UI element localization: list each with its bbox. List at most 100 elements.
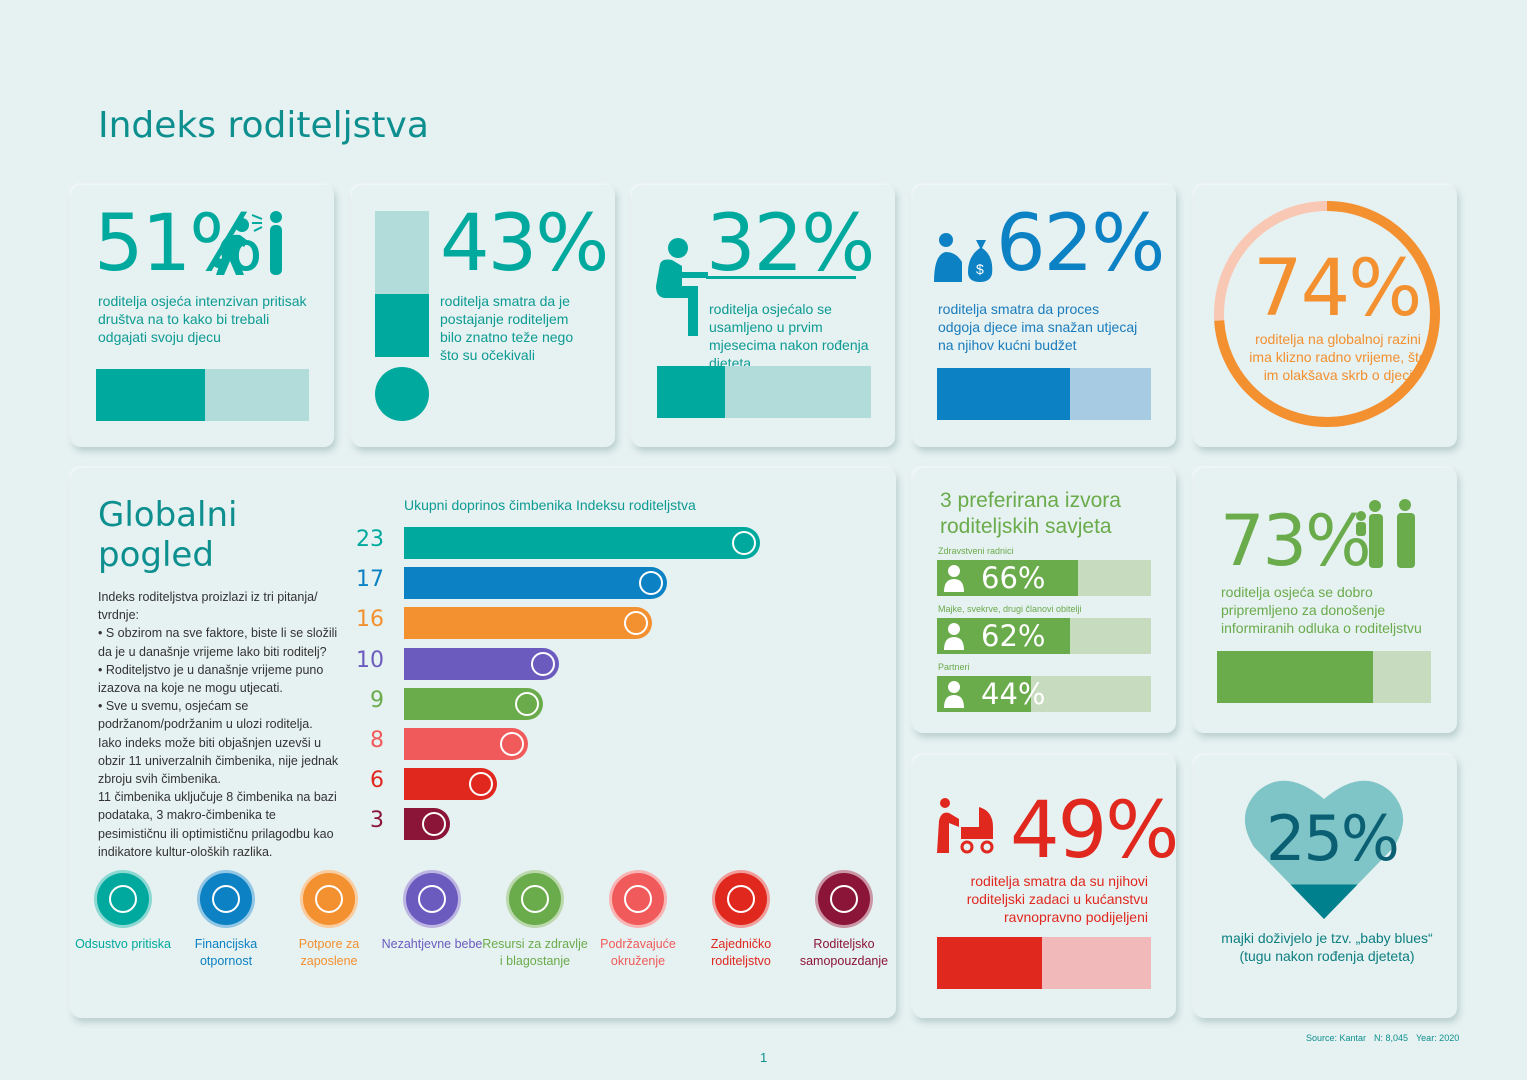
stat-value: 43% [440,199,609,289]
progress-fill [937,937,1042,989]
stat-value: 25% [1266,802,1400,875]
progress-fill [937,368,1070,420]
exclamation-dot [375,367,429,421]
advice-bar: 62% [937,618,1151,654]
stat-description: roditelja na globalnoj razini ima klizno… [1249,331,1427,383]
stat-description: roditelja smatra da je postajanje rodite… [440,293,574,363]
legend-label: Odsustvo pritiska [75,937,171,951]
stroller-icon [937,798,994,854]
page-number: 1 [760,1050,768,1065]
global-text-line: • S obzirom na sve faktore, biste li se … [98,626,338,659]
factor-icon [515,691,540,716]
legend-label: Resursi za zdravlje i blagostanje [482,937,588,968]
desk-line [706,276,856,279]
stressed-parent-icon [213,211,282,275]
global-title-line1: Globalni [98,495,238,535]
legend-label: Nezahtjevne bebe [381,937,483,951]
bar-3 [404,607,652,640]
legend-item: Odsustvo pritiska [68,870,178,953]
progress-fill [1217,651,1374,703]
page-title: Indeks roditeljstva [98,105,429,146]
factor-icon [468,772,493,797]
svg-text:$: $ [976,261,984,277]
stat-description: majki doživjelo je tzv. „baby blues“ (tu… [1214,929,1440,965]
legend-label: Roditeljsko samopouzdanje [799,937,889,968]
progress-ring [1214,201,1440,427]
stat-value: 62% [996,199,1165,289]
source-label: Source: Kantar [1306,1033,1367,1043]
legend-glyph [727,885,755,913]
bar-value-label: 10 [356,647,384,673]
legend-label: Zajedničko roditeljstvo [710,937,772,968]
bar-value-label: 3 [370,808,384,834]
legend-icon [94,870,152,928]
global-text-line: • Sve u svemu, osjećam se podržanom/podr… [98,699,313,732]
heart-icon [1244,780,1404,920]
progress-ring-fill [1214,201,1440,427]
bar-2 [404,567,668,600]
legend-glyph [624,885,652,913]
legend-item: Podržavajuće okruženje [583,870,693,969]
legend-glyph [418,885,446,913]
global-title-line2: pogled [98,535,214,575]
advice-bar: 66% [937,560,1151,596]
legend-icon [300,870,358,928]
legend-item: Nezahtjevne bebe [377,870,487,953]
advice-label: Zdravstveni radnici [938,546,1014,556]
lonely-person-icon [656,238,708,336]
advice-bar: 44% [937,676,1151,712]
legend-item: Zajedničko roditeljstvo [686,870,796,969]
factor-icon [530,651,555,676]
global-text-line: 11 čimbenika uključuje 8 čimbenika na ba… [98,790,337,859]
legend-label: Financijska otpornost [194,937,258,968]
bar-value-label: 17 [356,567,384,593]
bar-value-label: 8 [370,728,384,753]
legend-glyph [109,885,137,913]
stat-value: 32% [706,199,875,289]
stat-description: roditelja osjeća se dobro pripremljeno z… [1221,584,1422,636]
stat-card-flexible [1194,185,1457,447]
progress-fill [657,366,726,418]
stat-description: roditelja osjeća intenzivan pritisak dru… [98,293,307,345]
heart-fill [1244,884,1404,920]
stat-value: 74% [1253,244,1422,334]
legend-item: Resursi za zdravlje i blagostanje [480,870,590,969]
factor-icon [639,571,664,596]
legend-label: Podržavajuće okruženje [600,937,676,968]
advice-value: 66% [981,561,1046,595]
stat-description: roditelja smatra da su njihovi roditeljs… [966,873,1148,925]
advice-label: Partneri [938,662,970,672]
advice-title: 3 preferirana izvora roditeljskih savjet… [940,488,1121,540]
advice-label: Majke, svekrve, drugi članovi obitelji [938,604,1082,614]
bar-value-label: 16 [356,607,384,633]
progress-bar [657,366,871,418]
person-icon [943,680,965,708]
advice-title-line1: 3 preferirana izvora [940,489,1121,512]
stat-value: 49% [1010,786,1179,876]
factor-icon [422,812,447,837]
legend-icon [403,870,461,928]
global-text-line: Indeks roditeljstva proizlazi iz tri pit… [98,590,318,623]
money-bag-icon: $ [934,233,993,282]
legend-glyph [521,885,549,913]
bar-value-label: 9 [370,687,384,713]
person-icon [943,622,965,650]
legend-glyph [315,885,343,913]
stat-value: 73% [1220,500,1372,582]
global-text-line: • Roditeljstvo je u današnje vrijeme pun… [98,662,324,696]
legend-glyph [212,885,240,913]
bar-value-label: 6 [370,768,384,794]
advice-value: 44% [981,677,1046,711]
global-title: Globalni pogled [98,495,237,575]
legend-icon [609,870,667,928]
advice-title-line2: roditeljskih savjeta [940,515,1112,538]
babyblues-line2: (tugu nakon rođenja djeteta) [1239,948,1415,964]
legend-icon [197,870,255,928]
legend-item: Financijska otpornost [171,870,281,969]
person-icon [943,564,965,592]
stat-description: roditelja smatra da proces odgoja djece … [938,301,1138,353]
global-text-line: Iako indeks može biti objašnjen uzevši u… [98,735,339,787]
progress-bar [937,368,1151,420]
chart-title: Ukupni doprinos čimbenika Indeksu rodite… [404,497,696,513]
progress-bar [1217,651,1431,703]
